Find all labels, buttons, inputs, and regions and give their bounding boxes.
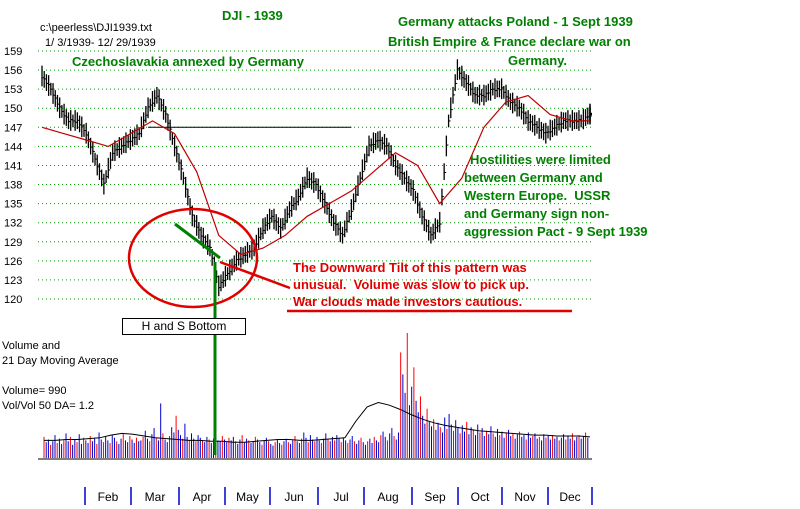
annotation-tilt-3: War clouds made investors cautious. (293, 294, 523, 309)
y-tick-label: 141 (4, 160, 22, 172)
price-bars (41, 59, 592, 297)
annotation-hostilities-3: Western Europe. USSR (464, 188, 611, 203)
volume-ma-path (44, 401, 591, 443)
y-tick-label: 159 (4, 46, 22, 58)
chart-title: DJI - 1939 (222, 8, 283, 23)
volume-value: Volume= 990 (2, 385, 67, 397)
month-label: Nov (514, 490, 535, 504)
date-range: 1/ 3/1939- 12/ 29/1939 (45, 37, 156, 49)
month-label: Jun (284, 490, 303, 504)
file-label: c:\peerless\DJI1939.txt (40, 22, 152, 34)
annotation-tilt-2: unusual. Volume was slow to pick up. (293, 277, 529, 292)
volume-label-2: 21 Day Moving Average (2, 355, 119, 367)
y-tick-label: 123 (4, 275, 22, 287)
annotation-poland-3: Germany. (508, 53, 568, 68)
pattern-label: H and S Bottom (122, 318, 246, 335)
month-label: Dec (559, 490, 580, 504)
y-tick-label: 129 (4, 237, 22, 249)
annotation-poland-1: Germany attacks Poland - 1 Sept 1939 (398, 14, 633, 29)
y-tick-label: 132 (4, 218, 22, 230)
y-tick-label: 138 (4, 180, 22, 192)
month-label: Mar (145, 490, 166, 504)
y-tick-label: 147 (4, 122, 22, 134)
month-label: Sep (424, 490, 446, 504)
neckline (174, 222, 221, 260)
month-label: Feb (98, 490, 119, 504)
annotation-hostilities-5: aggression Pact - 9 Sept 1939 (464, 224, 648, 239)
month-label: Jul (333, 490, 348, 504)
pattern-markup (127, 207, 572, 455)
month-label: Aug (377, 490, 398, 504)
y-tick-label: 120 (4, 294, 22, 306)
y-tick-label: 144 (4, 141, 22, 153)
volume-moving-average-line (44, 401, 591, 443)
annotation-czech: Czechoslavakia annexed by Germany (72, 54, 304, 69)
y-tick-label: 156 (4, 65, 22, 77)
month-label: Oct (471, 490, 490, 504)
y-tick-label: 135 (4, 199, 22, 211)
pointer-line (219, 260, 291, 290)
y-tick-label: 150 (4, 103, 22, 115)
ma-path (41, 94, 590, 256)
moving-average-line (41, 94, 590, 256)
volume-bars (43, 333, 589, 458)
volume-ratio: Vol/Vol 50 DA= 1.2 (2, 400, 95, 412)
price-axis-ticks: 120 123 126 129 132 135 138 141 144 147 150 153 156 1… (4, 46, 22, 306)
annotation-hostilities-4: and Germany sign non- (464, 206, 610, 221)
y-tick-label: 126 (4, 256, 22, 268)
month-label: Apr (193, 490, 212, 504)
annotation-hostilities-2: between Germany and (464, 170, 603, 185)
month-axis: Feb Mar Apr May Jun Jul Aug Sep Oct Nov Dec (38, 458, 593, 505)
annotation-hostilities-1: Hostilities were limited (470, 152, 611, 167)
pattern-circle (127, 207, 259, 309)
y-tick-label: 153 (4, 84, 22, 96)
volume-label-1: Volume and (2, 340, 61, 352)
month-label: May (236, 490, 259, 504)
annotation-poland-2: British Empire & France declare war on (388, 34, 631, 49)
annotation-tilt-1: The Downward Tilt of this pattern was (293, 260, 527, 275)
